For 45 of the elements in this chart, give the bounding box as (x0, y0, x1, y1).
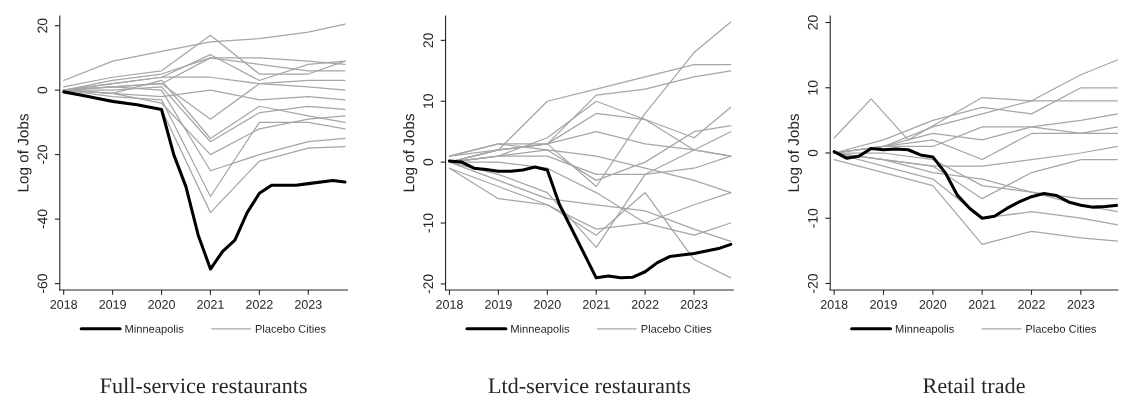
x-tick-label: 2019 (99, 300, 126, 309)
x-tick-label: 2018 (820, 300, 848, 309)
y-tick-label: 20 (423, 33, 434, 48)
x-tick-label: 2019 (485, 300, 512, 309)
x-tick-label: 2020 (148, 300, 175, 309)
x-tick-label: 2018 (436, 300, 463, 309)
text: Retail trade (923, 377, 1025, 394)
x-tick-label: 2019 (870, 300, 897, 309)
x-tick-label: 2021 (197, 300, 224, 309)
y-axis-title: Log of Jobs (403, 114, 418, 192)
x-tick-label: 2022 (1018, 300, 1045, 309)
y-tick-label: 20 (807, 15, 818, 30)
y-tick-label: -20 (807, 273, 818, 293)
y-tick-label: 0 (807, 149, 818, 157)
x-tick-label: 2020 (919, 300, 947, 309)
text: Full-service restaurants (100, 377, 307, 394)
x-tick-label: 2023 (680, 300, 708, 309)
y-tick-label: 20 (37, 18, 48, 33)
legend-label: Minneapolis (895, 324, 954, 336)
y-tick-label: 0 (423, 158, 434, 166)
legend-label: Placebo Cities (641, 324, 712, 333)
x-tick-label: 2021 (968, 300, 996, 309)
y-tick-label: 10 (807, 80, 818, 95)
legend-label: Minneapolis (125, 324, 184, 336)
text: Ltd-service restaurants (488, 377, 691, 394)
y-tick-label: -20 (423, 274, 434, 294)
y-tick-label: 0 (37, 86, 48, 94)
y-tick-label: -10 (423, 213, 434, 233)
legend-label: Placebo Cities (255, 324, 326, 333)
y-tick-label: -60 (37, 274, 48, 293)
y-tick-label: -40 (37, 209, 48, 229)
x-tick-label: 2022 (246, 300, 273, 309)
y-tick-label: -10 (807, 208, 818, 228)
legend-label: Placebo Cities (1026, 324, 1097, 333)
x-tick-label: 2021 (582, 300, 610, 309)
y-axis-title: Log of Jobs (17, 114, 32, 192)
x-tick-label: 2018 (50, 300, 78, 309)
x-tick-label: 2023 (295, 300, 322, 309)
x-tick-label: 2023 (1067, 300, 1095, 309)
y-axis-title: Log of Jobs (787, 114, 802, 192)
y-tick-label: -20 (37, 145, 48, 165)
x-tick-label: 2022 (631, 300, 659, 309)
x-tick-label: 2020 (534, 300, 561, 309)
legend-label: Minneapolis (511, 324, 570, 336)
y-tick-label: 10 (423, 94, 434, 108)
